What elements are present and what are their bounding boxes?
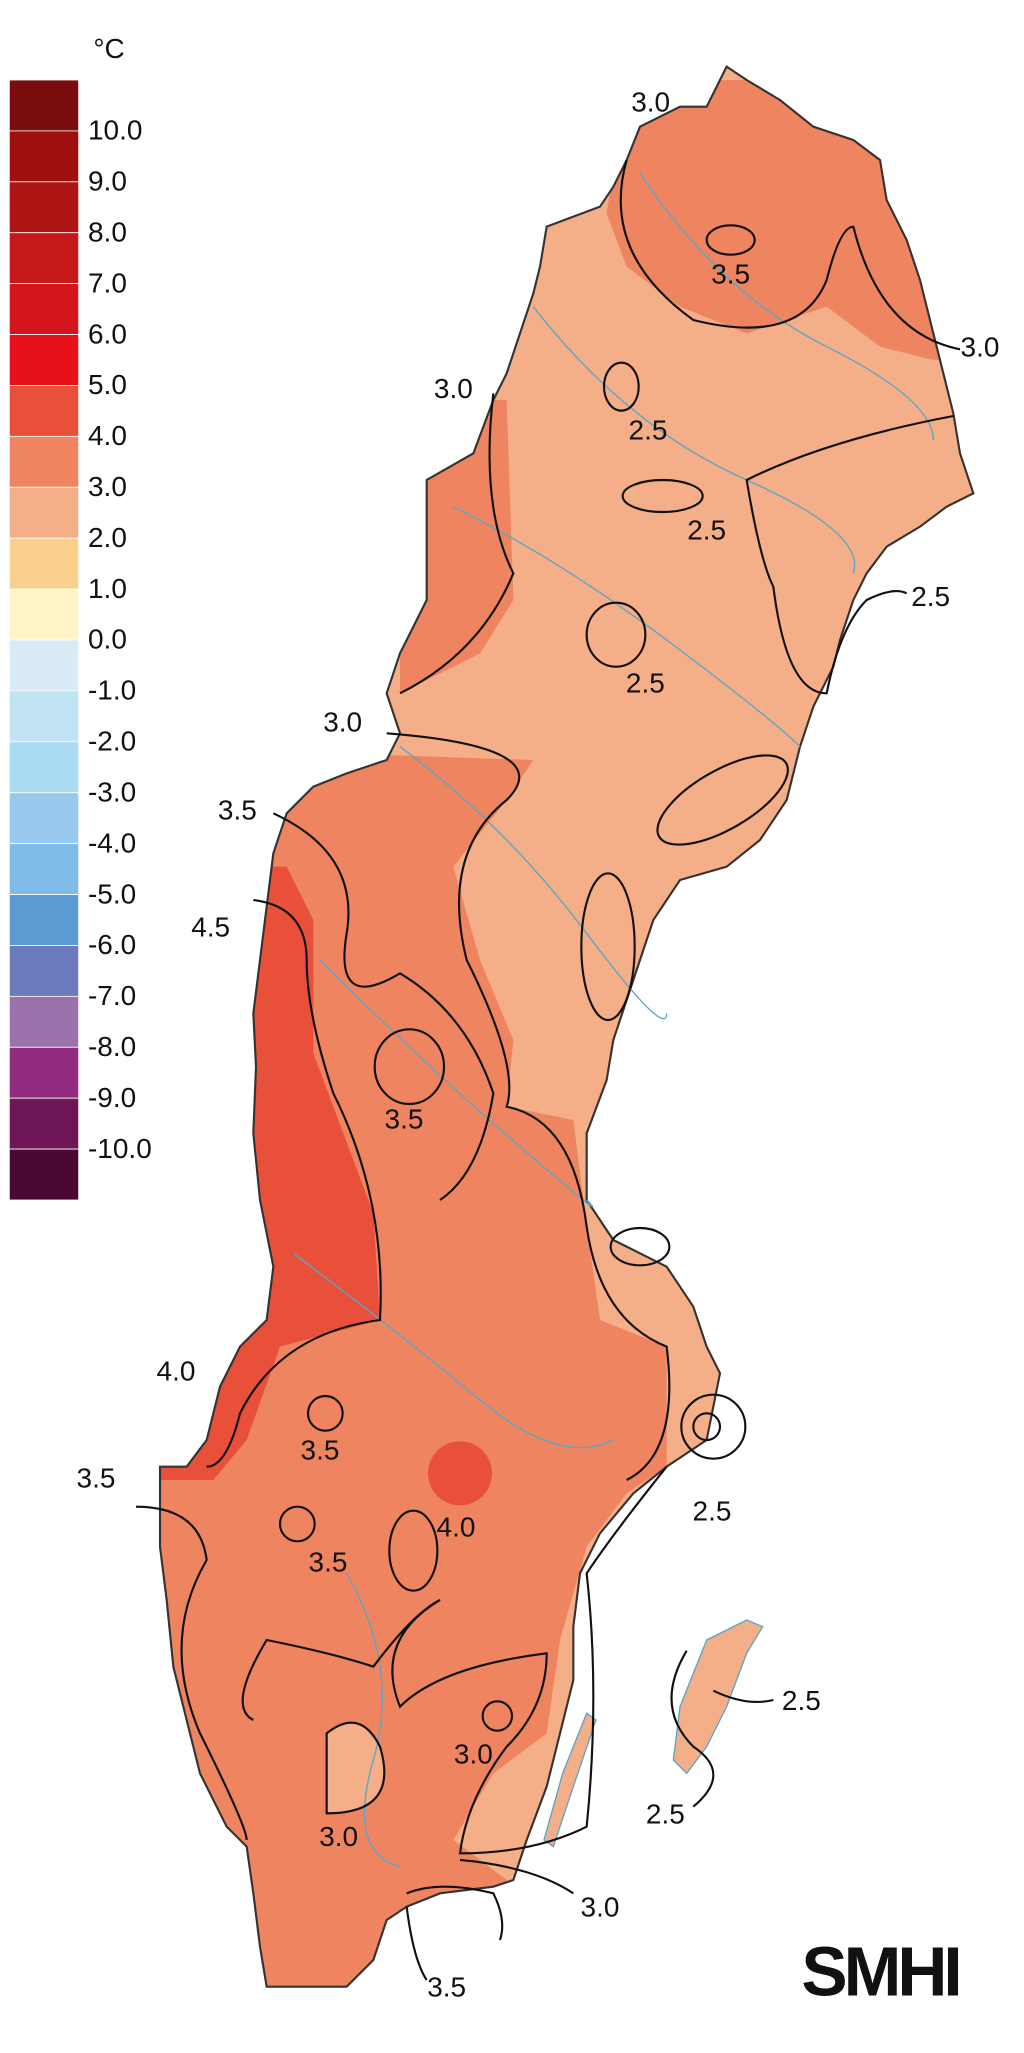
legend-swatch <box>8 537 80 590</box>
contour-label: 2.5 <box>646 1798 685 1829</box>
legend-label: -6.0 <box>88 929 136 960</box>
legend-label: 7.0 <box>88 267 127 298</box>
legend-label: 1.0 <box>88 573 127 604</box>
contour-label: 3.5 <box>309 1546 348 1577</box>
legend-swatch <box>8 385 80 437</box>
legend-label: -4.0 <box>88 827 136 858</box>
legend-label: 6.0 <box>88 318 127 349</box>
contour-label: 2.5 <box>626 668 665 699</box>
legend-label: 5.0 <box>88 369 127 400</box>
contour-label: 3.0 <box>961 332 1000 363</box>
legend-swatch <box>8 79 80 132</box>
legend-swatch <box>8 792 80 845</box>
contour-label: 3.0 <box>454 1738 493 1769</box>
contour-label: 3.5 <box>218 794 257 825</box>
legend-label: -3.0 <box>88 776 136 807</box>
contour-label: 4.0 <box>157 1356 196 1387</box>
legend-label: -10.0 <box>88 1133 152 1164</box>
legend-swatch <box>8 486 80 539</box>
legend-swatch <box>8 283 80 335</box>
legend-swatch <box>8 1148 80 1201</box>
legend-swatch <box>8 1097 80 1150</box>
legend-label: -1.0 <box>88 675 136 706</box>
legend-unit: °C <box>93 33 124 64</box>
gotland <box>672 1619 764 1775</box>
legend-swatch <box>8 588 80 641</box>
legend-swatch <box>8 843 80 895</box>
region-2-3 <box>326 1722 385 1814</box>
contour-label: 3.5 <box>427 1972 466 2003</box>
legend-swatch <box>8 181 80 234</box>
legend-swatch <box>8 435 80 488</box>
contour-label: 4.0 <box>437 1512 476 1543</box>
region-4-5 <box>427 1441 492 1506</box>
legend-label: 2.0 <box>88 522 127 553</box>
temperature-field <box>159 66 974 1987</box>
contour-label: 3.0 <box>434 373 473 404</box>
contour-labels: 3.0 3.5 3.0 3.0 2.5 2.5 2.5 2.5 3.0 3.5 4.5 3.5 4.0 3… <box>77 86 1000 2002</box>
legend-swatch <box>8 130 80 183</box>
contour-label: 3.0 <box>319 1821 358 1852</box>
contour-label: 3.5 <box>301 1434 340 1465</box>
legend-label: -9.0 <box>88 1082 136 1113</box>
contour-label: 2.5 <box>629 414 668 445</box>
contour-label: 3.0 <box>581 1892 620 1923</box>
contour-label: 3.0 <box>323 706 362 737</box>
legend-label: 8.0 <box>88 216 127 247</box>
contour-label: 3.5 <box>711 258 750 289</box>
legend-swatch <box>8 690 80 743</box>
contour-label: 3.0 <box>631 86 670 117</box>
legend-label: 10.0 <box>88 115 142 146</box>
legend-label: 4.0 <box>88 420 127 451</box>
contour-label: 2.5 <box>782 1685 821 1716</box>
legend-swatch <box>8 232 80 285</box>
contour-label: 3.5 <box>385 1104 424 1135</box>
legend-swatch <box>8 894 80 946</box>
legend-label: 0.0 <box>88 624 127 655</box>
oland <box>543 1712 597 1848</box>
legend-swatch <box>8 741 80 794</box>
rivers <box>292 172 934 1868</box>
legend-label: -8.0 <box>88 1031 136 1062</box>
contours <box>135 159 961 1981</box>
legend-swatch <box>8 639 80 692</box>
legend-swatch <box>8 945 80 997</box>
contour-label: 2.5 <box>693 1496 732 1527</box>
map-body: °C 10.0 9.0 8.0 7.0 6.0 5.0 4.0 3.0 2.0 1.0 0.0 -1.0… <box>8 33 1000 2011</box>
legend-label: -2.0 <box>88 726 136 757</box>
legend-label: -5.0 <box>88 878 136 909</box>
contour-label: 2.5 <box>911 581 950 612</box>
logo: SMHI <box>801 1933 958 2011</box>
legend-label: 9.0 <box>88 166 127 197</box>
legend-label: 3.0 <box>88 471 127 502</box>
legend-label: -7.0 <box>88 980 136 1011</box>
contour-label: 2.5 <box>687 514 726 545</box>
contour-label: 3.5 <box>77 1462 116 1493</box>
contour-label: 4.5 <box>191 912 230 943</box>
legend: °C 10.0 9.0 8.0 7.0 6.0 5.0 4.0 3.0 2.0 1.0 0.0 -1.0… <box>8 33 152 1201</box>
legend-swatch <box>8 334 80 386</box>
legend-swatch <box>8 995 80 1048</box>
legend-swatch <box>8 1046 80 1099</box>
